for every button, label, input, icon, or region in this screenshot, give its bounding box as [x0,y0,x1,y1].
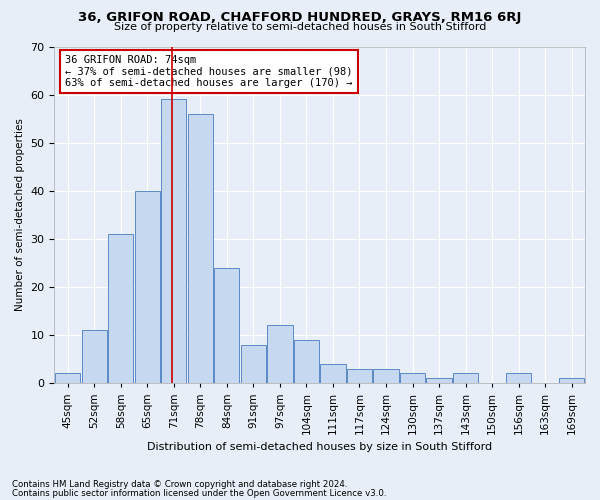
Bar [294,340,319,383]
Bar [161,100,187,383]
X-axis label: Distribution of semi-detached houses by size in South Stifford: Distribution of semi-detached houses by … [147,442,492,452]
Bar [427,378,452,383]
Bar [506,374,531,383]
Bar [241,344,266,383]
Text: Size of property relative to semi-detached houses in South Stifford: Size of property relative to semi-detach… [114,22,486,32]
Bar [373,368,398,383]
Bar [214,268,239,383]
Bar [347,368,372,383]
Bar [82,330,107,383]
Bar [188,114,213,383]
Bar [320,364,346,383]
Text: Contains public sector information licensed under the Open Government Licence v3: Contains public sector information licen… [12,488,386,498]
Text: 36, GRIFON ROAD, CHAFFORD HUNDRED, GRAYS, RM16 6RJ: 36, GRIFON ROAD, CHAFFORD HUNDRED, GRAYS… [79,11,521,24]
Bar [134,190,160,383]
Bar [108,234,133,383]
Bar [268,326,293,383]
Bar [559,378,584,383]
Bar [55,374,80,383]
Bar [453,374,478,383]
Text: 36 GRIFON ROAD: 74sqm
← 37% of semi-detached houses are smaller (98)
63% of semi: 36 GRIFON ROAD: 74sqm ← 37% of semi-deta… [65,55,353,88]
Text: Contains HM Land Registry data © Crown copyright and database right 2024.: Contains HM Land Registry data © Crown c… [12,480,347,489]
Bar [400,374,425,383]
Y-axis label: Number of semi-detached properties: Number of semi-detached properties [15,118,25,311]
